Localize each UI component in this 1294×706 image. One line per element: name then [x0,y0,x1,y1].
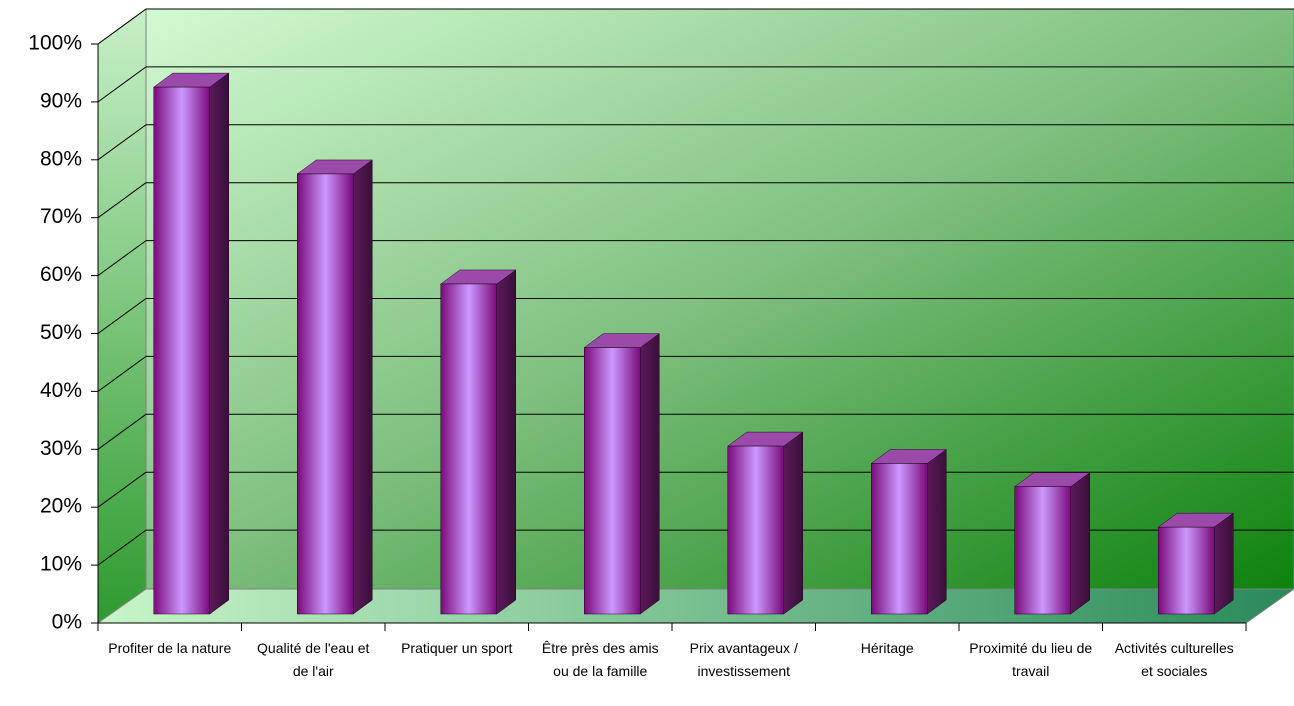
bar [297,173,354,615]
plot-walls [96,8,1294,624]
x-tick-label: Profiter de la nature [108,640,232,656]
y-tick-label: 0% [52,611,82,634]
bar [584,347,641,615]
y-tick-label: 40% [40,379,82,402]
x-tick-label: Prix avantageux / investissement [689,640,798,679]
x-tick-label: Héritage [860,640,914,656]
bar-side [353,159,373,615]
bar-side [1070,472,1090,615]
y-tick-label: 90% [40,89,82,112]
y-tick-label: 50% [40,321,82,344]
x-tick-label: Qualité de l'eau et de l'air [257,640,370,679]
bar [153,86,210,615]
grid-line [97,355,147,392]
y-tick-label: 10% [40,553,82,576]
y-tick-label: 60% [40,263,82,286]
bar-side [209,72,229,615]
x-tick-label: Proximité du lieu de travail [969,640,1093,679]
bar [1158,526,1215,615]
y-tick-label: 100% [28,32,82,55]
grid-line [97,529,147,566]
bar [727,445,784,615]
y-tick-label: 80% [40,147,82,170]
bar-side [1214,512,1234,615]
grid-line [97,66,147,103]
x-tick-label: Pratiquer un sport [401,640,513,656]
y-tick-label: 20% [40,495,82,518]
y-tick-label: 30% [40,437,82,460]
bar [871,463,928,615]
grid-line [97,8,147,45]
x-tick-label: Être près des amis ou de la famille [541,640,659,679]
grid-line [97,471,147,508]
grid-line [97,240,147,277]
bar [1014,486,1071,615]
bar-side [496,269,516,615]
grid-line [97,182,147,219]
bar-side [927,448,947,615]
y-tick-label: 70% [40,205,82,228]
grid-line [97,298,147,334]
grid-line [97,413,147,450]
bar-side [783,431,803,615]
bar [440,283,497,615]
x-tick-label: Activités culturelles et sociales [1114,640,1234,679]
bar-side [640,333,660,615]
grid-line [97,124,147,161]
